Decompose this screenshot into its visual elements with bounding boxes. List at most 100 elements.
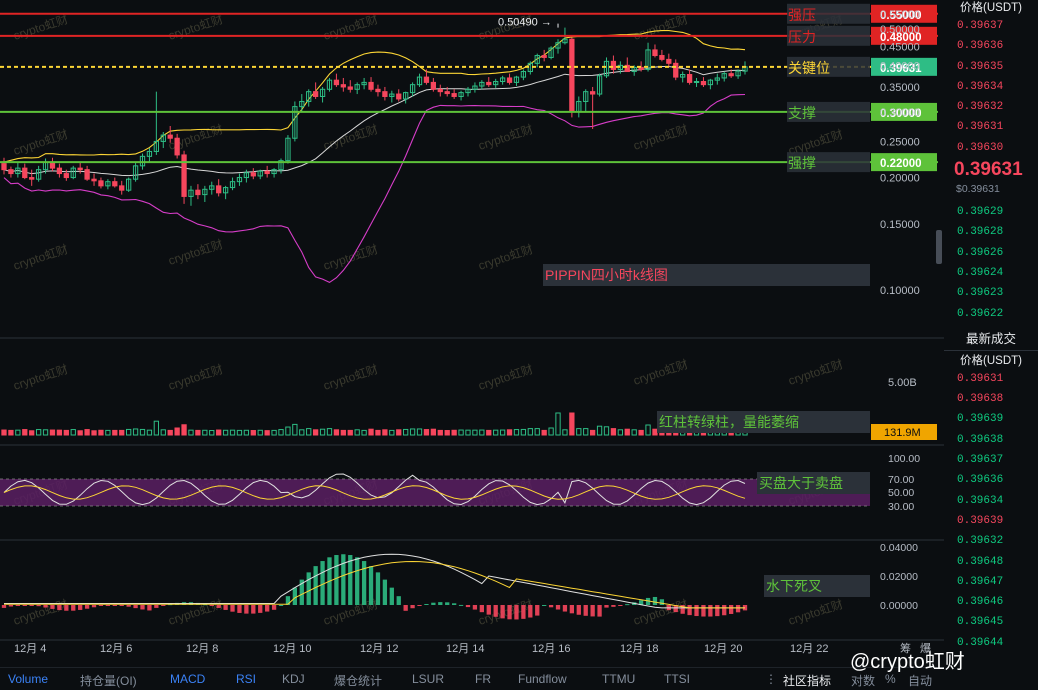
indicator-toolbar: Volume 持仓量(OI) MACD RSI KDJ 爆仓统计 LSUR FR Fundflo… [0, 667, 944, 690]
volume-bar [534, 428, 540, 436]
volume-bar [146, 429, 153, 436]
last-price: 0.39631 [954, 159, 1023, 181]
macd-histogram-bar [569, 605, 575, 614]
trade-price: 0.39638 [957, 393, 1004, 406]
macd-histogram-bar [36, 605, 41, 607]
price-axis: 0.55000 0.50000 0.45000 0.40000 0.35000 0.300… [880, 9, 920, 297]
indicator-tab-lsur[interactable]: LSUR [412, 672, 445, 686]
volume-bar [617, 429, 623, 436]
trade-price: 0.39639 [957, 514, 1004, 527]
macd-histogram-bar [465, 605, 471, 608]
volume-bar [513, 429, 520, 436]
order-book: 价格(USDT) 0.39637 0.39636 0.39635 0.39634 0.3… [944, 0, 1038, 689]
volume-current-label: 131.9M [884, 427, 921, 439]
watermark-text: crypto虹财 [12, 597, 70, 628]
volume-bar [56, 429, 63, 436]
level-price-tag [871, 57, 937, 76]
macd-histogram-bar [258, 605, 263, 613]
macd-histogram-bar [694, 605, 699, 617]
watermark-text: crypto虹财 [322, 122, 380, 153]
indicator-tab-rsi[interactable]: RSI [236, 672, 257, 686]
macd-histogram-bar [396, 596, 401, 605]
volume-bar [306, 428, 312, 436]
candle-body [735, 70, 741, 77]
candle-body [437, 88, 443, 93]
trades-title: 最新成交 [965, 331, 1016, 346]
macd-histogram-bar [493, 605, 498, 617]
price-tick-label: 0.45000 [880, 41, 920, 53]
candle-body [458, 92, 464, 97]
indicator-tab-ttmu[interactable]: TTMU [602, 672, 636, 686]
candle-body [513, 76, 520, 83]
indicator-tab--oi-[interactable]: 持仓量(OI) [80, 674, 137, 688]
volume-bar [624, 428, 630, 436]
candle-body [659, 55, 665, 60]
community-indicators-button[interactable]: 社区指标 [783, 674, 832, 688]
level-price-label: 0.30000 [880, 108, 922, 120]
macd-panel: 0.04000 0.02000 0.00000 [1, 542, 918, 620]
axis-extra-label: 筹 [900, 641, 911, 655]
macd-histogram-bar [320, 561, 325, 605]
macd-histogram-bar [1, 605, 7, 608]
macd-histogram-bar [98, 605, 104, 606]
volume-bar [340, 429, 346, 436]
candle-body [680, 73, 686, 78]
indicator-tab-kdj[interactable]: KDJ [282, 672, 305, 686]
volume-bar [555, 412, 561, 436]
volume-bar [243, 429, 250, 436]
macd-histogram-bar [590, 605, 595, 617]
price-scale-handle[interactable] [936, 230, 942, 264]
time-tick-label: 12月 4 [14, 643, 46, 655]
indicator-tab-macd[interactable]: MACD [170, 672, 206, 686]
trade-price: 0.39631 [957, 372, 1004, 385]
volume-bar [132, 428, 139, 436]
macd-line [4, 553, 745, 609]
macd-histogram-bar [361, 561, 367, 605]
level-price-label: 0.55000 [880, 10, 922, 22]
macd-histogram-bar [445, 602, 450, 605]
macd-histogram-bar [486, 605, 491, 615]
candle-body [396, 93, 402, 100]
annotation-box [657, 411, 870, 433]
level-name-box [787, 101, 870, 122]
candle-body [216, 185, 222, 194]
macd-histogram-bar [161, 605, 166, 606]
level-name-box [787, 56, 870, 77]
indicator-tab-ttsi[interactable]: TTSI [664, 672, 690, 686]
ask-price: 0.39630 [957, 141, 1004, 154]
macd-histogram-bar [292, 587, 298, 605]
scale-option-button[interactable]: % [885, 672, 896, 686]
candle-body [416, 76, 423, 86]
candle-body [312, 91, 319, 97]
bid-list: 0.39629 0.39628 0.39626 0.39624 0.39623 0.396… [944, 202, 1038, 324]
volume-bar [181, 424, 187, 436]
macd-histogram-bar [555, 605, 561, 610]
macd-histogram-bar [638, 600, 644, 605]
candle-body [98, 180, 104, 187]
macd-histogram-bar [604, 605, 609, 608]
volume-bar [541, 429, 547, 436]
scale-option-button[interactable]: 对数 [851, 674, 876, 688]
book-header: 价格(USDT) [960, 2, 1022, 14]
macd-histogram-bar [84, 605, 90, 609]
indicator-tab-volume[interactable]: Volume [8, 672, 49, 686]
macd-histogram-bar [500, 605, 505, 619]
bid-price: 0.39626 [957, 246, 1004, 259]
macd-histogram-bar [271, 605, 277, 610]
candle-body [382, 91, 388, 97]
ask-price: 0.39636 [957, 40, 1004, 53]
macd-histogram-bar [278, 605, 284, 606]
macd-histogram-bar [216, 605, 221, 608]
volume-bar [70, 429, 76, 436]
candle-body [181, 154, 187, 197]
indicator-tab-fundflow[interactable]: Fundflow [518, 672, 567, 686]
scale-option-button[interactable]: 自动 [908, 674, 933, 688]
indicator-tab-fr[interactable]: FR [475, 672, 491, 686]
price-tick-label: 0.35000 [880, 82, 920, 94]
candle-body [326, 79, 333, 90]
candle-body [666, 58, 672, 64]
indicator-tab--[interactable]: 爆仓统计 [334, 674, 383, 688]
trade-price: 0.39634 [957, 494, 1004, 507]
